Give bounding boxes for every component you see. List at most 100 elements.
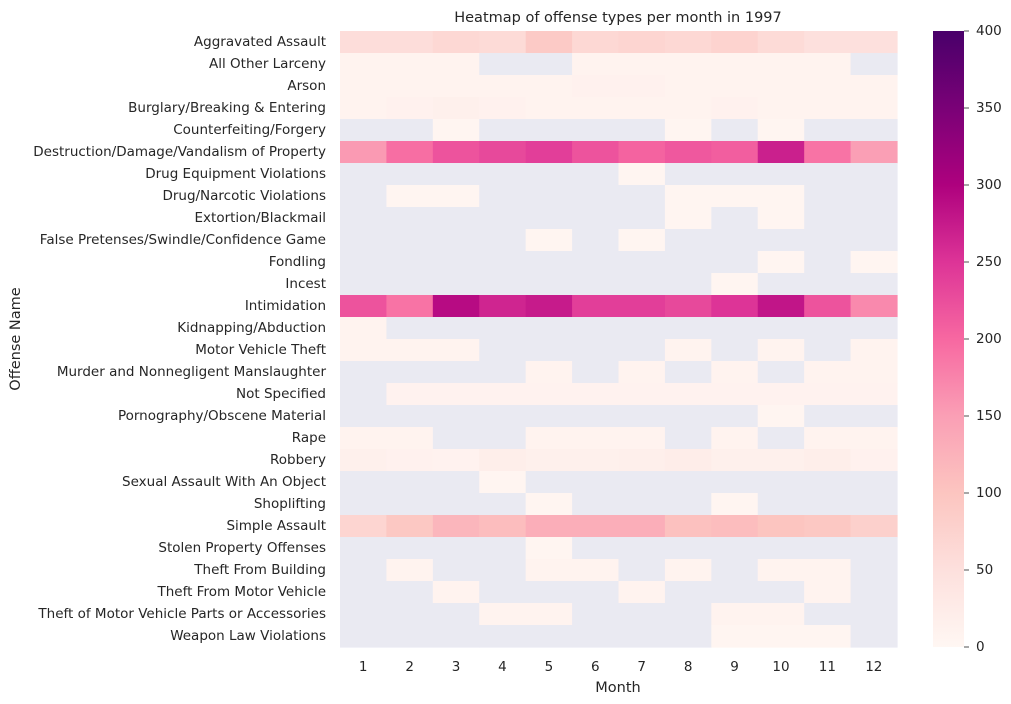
x-tick-label: 5 [545,659,554,675]
cell-stolen-property-offenses-month-5 [525,537,573,560]
cell-intimidation-month-9 [711,295,759,318]
cell-destruction-damage-vandalism-of-property-month-3 [432,141,480,164]
cell-kidnapping-abduction-month-6 [572,317,620,340]
cell-burglary-breaking-entering-month-8 [664,97,712,120]
cell-intimidation-month-5 [525,295,573,318]
cell-weapon-law-violations-month-11 [804,625,852,648]
cell-not-specified-month-9 [711,383,759,406]
cell-fondling-month-6 [572,251,620,274]
colorbar-ticks: 0 50 100 150 200 250 300 350 400 [964,23,1002,655]
x-tick-label: 11 [819,659,836,675]
y-tick-label: Theft of Motor Vehicle Parts or Accessor… [37,606,326,622]
cell-shoplifting-month-9 [711,493,759,516]
cell-robbery-month-9 [711,449,759,472]
cell-robbery-month-2 [386,449,434,472]
cell-theft-from-building-month-3 [432,559,480,582]
cell-incest-month-7 [618,273,666,296]
cell-theft-from-building-month-2 [386,559,434,582]
cell-sexual-assault-with-an-object-month-5 [525,471,573,494]
y-tick-label: Counterfeiting/Forgery [173,122,326,138]
cell-aggravated-assault-month-6 [572,31,620,54]
cell-aggravated-assault-month-4 [479,31,527,54]
cell-simple-assault-month-10 [757,515,805,538]
cell-extortion-blackmail-month-6 [572,207,620,230]
cell-pornography-obscene-material-month-6 [572,405,620,428]
cell-motor-vehicle-theft-month-9 [711,339,759,362]
cell-robbery-month-12 [850,449,898,472]
colorbar [933,31,964,647]
cell-arson-month-1 [340,75,388,98]
cell-all-other-larceny-month-4 [479,53,527,76]
cell-incest-month-1 [340,273,388,296]
cell-simple-assault-month-9 [711,515,759,538]
cell-aggravated-assault-month-7 [618,31,666,54]
cell-extortion-blackmail-month-3 [432,207,480,230]
cell-arson-month-7 [618,75,666,98]
cell-murder-and-nonnegligent-manslaughter-month-7 [618,361,666,384]
cell-arson-month-4 [479,75,527,98]
cell-fondling-month-2 [386,251,434,274]
cell-theft-of-motor-vehicle-parts-or-accessories-month-8 [664,603,712,626]
cell-drug-equipment-violations-month-9 [711,163,759,186]
cell-arson-month-11 [804,75,852,98]
cell-burglary-breaking-entering-month-11 [804,97,852,120]
cell-extortion-blackmail-month-2 [386,207,434,230]
cell-rape-month-3 [432,427,480,450]
y-tick-label: Aggravated Assault [194,34,326,50]
cell-destruction-damage-vandalism-of-property-month-2 [386,141,434,164]
cell-theft-of-motor-vehicle-parts-or-accessories-month-4 [479,603,527,626]
cell-simple-assault-month-12 [850,515,898,538]
cell-weapon-law-violations-month-12 [850,625,898,648]
cell-simple-assault-month-8 [664,515,712,538]
cell-murder-and-nonnegligent-manslaughter-month-11 [804,361,852,384]
cell-destruction-damage-vandalism-of-property-month-8 [664,141,712,164]
cell-extortion-blackmail-month-10 [757,207,805,230]
cell-fondling-month-4 [479,251,527,274]
cell-stolen-property-offenses-month-10 [757,537,805,560]
cell-false-pretenses-swindle-confidence-game-month-4 [479,229,527,252]
cell-shoplifting-month-11 [804,493,852,516]
cell-pornography-obscene-material-month-12 [850,405,898,428]
cell-pornography-obscene-material-month-7 [618,405,666,428]
cell-intimidation-month-10 [757,295,805,318]
cell-theft-from-motor-vehicle-month-2 [386,581,434,604]
cell-weapon-law-violations-month-1 [340,625,388,648]
cell-drug-equipment-violations-month-2 [386,163,434,186]
x-tick-label: 1 [359,659,368,675]
cell-murder-and-nonnegligent-manslaughter-month-9 [711,361,759,384]
cell-rape-month-2 [386,427,434,450]
cell-drug-narcotic-violations-month-10 [757,185,805,208]
cell-murder-and-nonnegligent-manslaughter-month-10 [757,361,805,384]
cell-destruction-damage-vandalism-of-property-month-10 [757,141,805,164]
cell-aggravated-assault-month-11 [804,31,852,54]
y-tick-label: Intimidation [245,298,326,314]
cell-drug-narcotic-violations-month-9 [711,185,759,208]
x-tick-label: 7 [637,659,646,675]
cell-fondling-month-8 [664,251,712,274]
cell-robbery-month-3 [432,449,480,472]
cell-stolen-property-offenses-month-9 [711,537,759,560]
cell-stolen-property-offenses-month-6 [572,537,620,560]
y-tick-label: Theft From Building [193,562,326,578]
cell-theft-of-motor-vehicle-parts-or-accessories-month-3 [432,603,480,626]
cell-all-other-larceny-month-7 [618,53,666,76]
cell-fondling-month-10 [757,251,805,274]
cell-motor-vehicle-theft-month-5 [525,339,573,362]
cell-burglary-breaking-entering-month-6 [572,97,620,120]
cell-rape-month-10 [757,427,805,450]
cell-murder-and-nonnegligent-manslaughter-month-1 [340,361,388,384]
cell-all-other-larceny-month-3 [432,53,480,76]
cell-all-other-larceny-month-10 [757,53,805,76]
cell-all-other-larceny-month-1 [340,53,388,76]
cell-not-specified-month-3 [432,383,480,406]
cell-sexual-assault-with-an-object-month-8 [664,471,712,494]
cell-pornography-obscene-material-month-9 [711,405,759,428]
cell-weapon-law-violations-month-6 [572,625,620,648]
x-tick-label: 10 [772,659,789,675]
cell-burglary-breaking-entering-month-2 [386,97,434,120]
cell-rape-month-11 [804,427,852,450]
x-tick-label: 12 [865,659,882,675]
cell-simple-assault-month-6 [572,515,620,538]
cell-drug-equipment-violations-month-4 [479,163,527,186]
